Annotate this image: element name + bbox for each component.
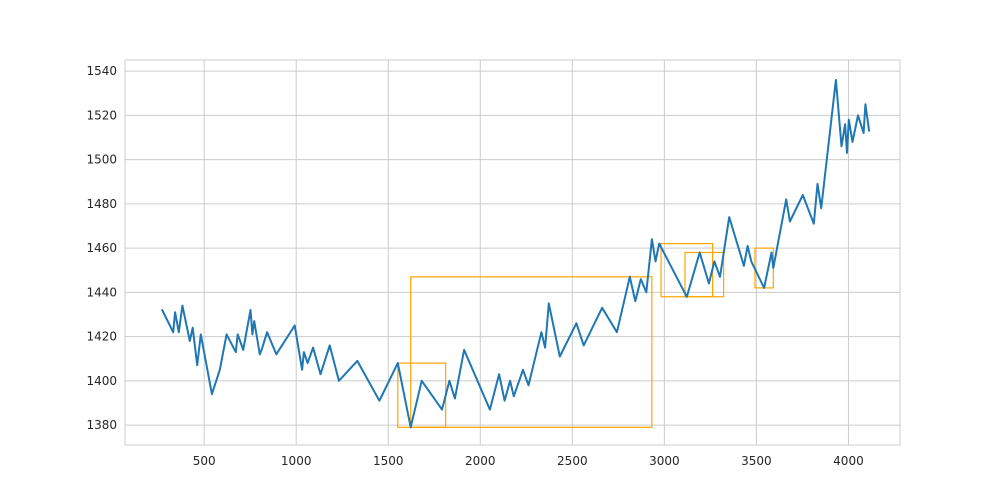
x-tick-label: 1000 xyxy=(281,454,312,468)
y-gridlines xyxy=(125,70,900,426)
y-tick-label: 1520 xyxy=(86,108,117,122)
x-tick-label: 3500 xyxy=(741,454,772,468)
y-axis-tick-labels: 1380 1400 1420 1440 1460 1480 1500 1520 1540 xyxy=(86,64,117,432)
y-tick-label: 1380 xyxy=(86,418,117,432)
y-tick-label: 1500 xyxy=(86,153,117,167)
highlight-box xyxy=(410,276,653,428)
x-gridlines xyxy=(203,60,849,445)
y-tick-label: 1400 xyxy=(86,374,117,388)
y-tick-label: 1440 xyxy=(86,285,117,299)
y-tick-label: 1420 xyxy=(86,330,117,344)
x-tick-label: 2500 xyxy=(557,454,588,468)
series-line xyxy=(161,78,871,429)
highlight-box xyxy=(684,251,725,298)
x-tick-label: 3000 xyxy=(649,454,680,468)
y-tick-label: 1460 xyxy=(86,241,117,255)
plot-frame xyxy=(124,59,901,446)
y-tick-label: 1540 xyxy=(86,64,117,78)
x-tick-label: 1500 xyxy=(373,454,404,468)
x-tick-label: 4000 xyxy=(833,454,864,468)
x-axis-tick-labels: 500 1000 1500 2000 2500 3000 3500 4000 xyxy=(193,454,864,468)
y-tick-label: 1480 xyxy=(86,197,117,211)
series-group xyxy=(161,78,871,429)
x-tick-label: 2000 xyxy=(465,454,496,468)
x-tick-label: 500 xyxy=(193,454,216,468)
